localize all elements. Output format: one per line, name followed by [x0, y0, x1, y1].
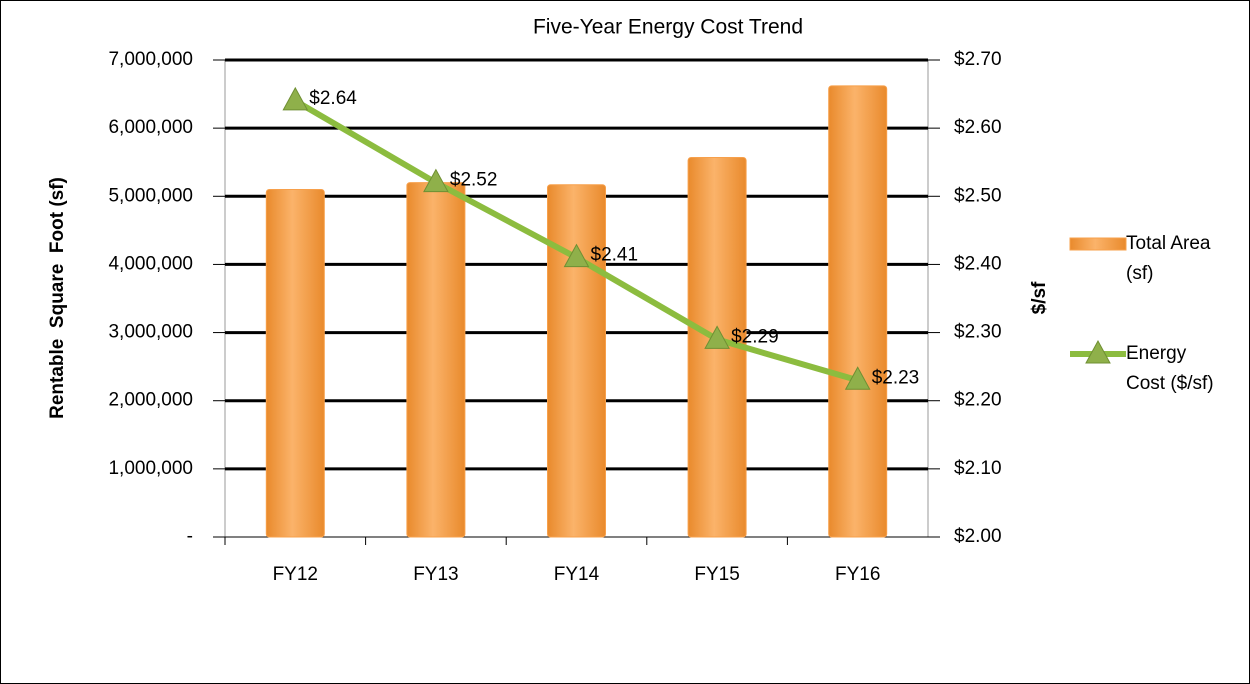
- y2-tick-label: $2.30: [954, 322, 1002, 343]
- data-label: $2.29: [731, 326, 779, 347]
- marker: [563, 243, 590, 268]
- data-label: $2.64: [309, 88, 357, 109]
- marker: [423, 168, 449, 193]
- legend-label: Total Area (sf): [1126, 233, 1211, 284]
- y-tick-label: 1,000,000: [108, 458, 193, 479]
- data-label: $2.52: [450, 170, 498, 191]
- legend-label: Energy Cost ($/sf): [1126, 343, 1214, 394]
- x-tick-label: FY13: [413, 564, 458, 585]
- legend-swatch: [1069, 237, 1127, 251]
- y2-axis-label: $/sf: [1029, 281, 1050, 314]
- y-tick-label: 7,000,000: [108, 49, 193, 70]
- y2-tick-label: $2.40: [954, 253, 1002, 274]
- data-label: $2.41: [591, 245, 639, 266]
- y-tick-label: -: [187, 526, 193, 547]
- x-tick-label: FY14: [554, 564, 600, 585]
- y2-tick-label: $2.10: [954, 458, 1002, 479]
- y-tick-label: 3,000,000: [108, 322, 193, 343]
- bar: [406, 182, 466, 538]
- y2-tick-label: $2.60: [954, 117, 1002, 138]
- y-tick-label: 6,000,000: [108, 117, 193, 138]
- y-tick-label: 5,000,000: [108, 185, 193, 206]
- x-tick-label: FY15: [694, 564, 739, 585]
- bar: [265, 188, 325, 538]
- marker: [704, 325, 730, 349]
- y2-tick-label: $2.20: [954, 390, 1002, 411]
- y2-tick-label: $2.70: [954, 49, 1002, 70]
- x-tick-label: FY12: [273, 564, 318, 585]
- bar: [828, 85, 888, 538]
- x-tick-label: FY16: [835, 564, 880, 585]
- bar: [547, 184, 606, 538]
- data-label: $2.23: [872, 367, 920, 388]
- chart-title: Five-Year Energy Cost Trend: [533, 16, 803, 39]
- y2-tick-label: $2.50: [954, 185, 1002, 206]
- y-tick-label: 4,000,000: [108, 253, 193, 274]
- marker: [844, 366, 871, 390]
- legend-marker: [1085, 339, 1111, 364]
- y2-tick-label: $2.00: [954, 526, 1002, 547]
- y-tick-label: 2,000,000: [108, 390, 193, 411]
- y-axis-label: Rentable Square Foot (sf): [47, 177, 68, 419]
- marker: [282, 86, 309, 111]
